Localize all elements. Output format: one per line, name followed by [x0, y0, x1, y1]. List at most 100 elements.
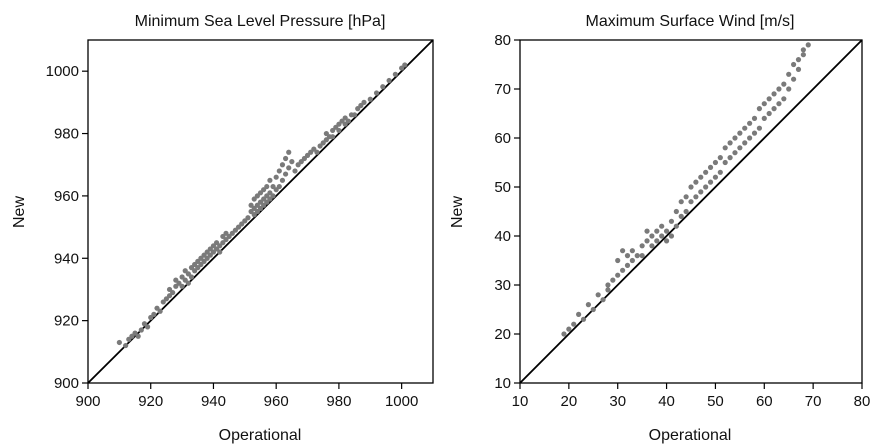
pressure-data-point — [185, 280, 191, 286]
wind-data-point — [688, 184, 694, 190]
wind-data-point — [571, 321, 577, 327]
pressure-x-tick-label: 940 — [201, 393, 226, 410]
wind-data-point — [595, 292, 601, 298]
pressure-data-point — [361, 99, 367, 105]
wind-data-point — [791, 76, 797, 82]
wind-data-point — [747, 135, 753, 141]
pressure-y-tick-label: 900 — [54, 375, 79, 392]
wind-data-point — [566, 326, 572, 332]
wind-y-tick-label: 60 — [494, 130, 511, 147]
pressure-data-point — [276, 168, 282, 174]
pressure-data-point — [292, 168, 298, 174]
wind-data-point — [654, 238, 660, 244]
pressure-data-point — [330, 134, 336, 140]
wind-data-point — [761, 115, 767, 121]
pressure-y-tick-label: 920 — [54, 313, 79, 330]
wind-data-point — [654, 228, 660, 234]
wind-data-point — [800, 52, 806, 58]
wind-one-to-one-line — [519, 39, 863, 384]
pressure-data-point — [279, 177, 286, 183]
pressure-y-tick-label: 980 — [54, 126, 79, 143]
wind-data-point — [747, 120, 753, 126]
wind-data-point — [649, 233, 655, 239]
wind-data-point — [761, 101, 767, 107]
pressure-y-tick-label: 940 — [54, 250, 79, 267]
wind-data-point — [776, 101, 782, 107]
wind-data-point — [703, 169, 709, 175]
wind-data-point — [751, 130, 758, 136]
wind-data-point — [663, 228, 670, 234]
wind-data-point — [644, 238, 650, 244]
pressure-data-point — [270, 193, 276, 199]
wind-data-point — [805, 42, 811, 48]
wind-data-point — [698, 174, 704, 180]
wind-data-point — [576, 311, 582, 317]
wind-y-axis-label: New — [449, 196, 466, 228]
pressure-data-point — [179, 283, 185, 289]
wind-data-point — [673, 208, 679, 215]
wind-data-point — [795, 66, 802, 72]
wind-x-tick-label: 40 — [658, 393, 675, 410]
pressure-x-tick-label: 1000 — [385, 393, 418, 410]
pressure-x-tick-label: 980 — [326, 393, 351, 410]
wind-data-point — [766, 110, 772, 117]
wind-data-point — [663, 238, 670, 244]
wind-data-point — [634, 253, 640, 259]
pressure-data-point — [116, 339, 122, 346]
pressure-data-point — [336, 127, 342, 134]
wind-scatter-panel: Maximum Surface Wind [m/s] Operational N… — [449, 13, 870, 444]
wind-data-point — [678, 213, 684, 219]
wind-data-point — [703, 184, 709, 190]
pressure-data-point — [135, 333, 141, 339]
wind-data-point — [722, 145, 728, 151]
wind-y-tick-label: 40 — [494, 228, 511, 245]
wind-data-point — [727, 140, 733, 146]
wind-data-point — [786, 86, 792, 92]
wind-data-point — [707, 164, 714, 170]
pressure-x-tick-label: 920 — [138, 393, 163, 410]
wind-data-point — [698, 189, 704, 195]
wind-data-point — [639, 243, 645, 249]
wind-data-point — [624, 262, 631, 268]
wind-data-point — [668, 233, 675, 239]
wind-data-point — [620, 248, 626, 254]
wind-data-point — [751, 115, 758, 121]
wind-x-tick-label: 20 — [561, 393, 578, 410]
pressure-y-tick-label: 1000 — [46, 63, 79, 80]
wind-data-point — [659, 233, 665, 239]
pressure-plot-frame — [87, 39, 434, 384]
wind-data-point — [742, 125, 748, 131]
wind-data-point — [732, 150, 738, 156]
pressure-data-point — [151, 311, 157, 317]
wind-data-point — [781, 81, 787, 87]
wind-data-point — [561, 331, 567, 337]
wind-y-tick-label: 80 — [494, 32, 511, 49]
wind-data-point — [673, 223, 679, 229]
wind-data-point — [629, 257, 635, 264]
pressure-data-point — [123, 342, 129, 349]
wind-y-tick-label: 20 — [494, 326, 511, 343]
wind-data-point — [742, 140, 748, 146]
wind-data-point — [771, 106, 777, 112]
wind-data-point — [766, 96, 772, 102]
wind-x-tick-label: 10 — [512, 393, 529, 410]
pressure-data-point — [188, 274, 195, 280]
wind-data-point — [712, 159, 719, 166]
pressure-data-point — [282, 155, 289, 162]
wind-data-point — [615, 257, 621, 264]
pressure-scatter-panel: Minimum Sea Level Pressure [hPa] Operati… — [11, 13, 434, 444]
wind-data-point — [649, 243, 655, 249]
wind-data-point — [629, 248, 635, 254]
wind-y-tick-label: 10 — [494, 375, 511, 392]
wind-data-point — [786, 71, 792, 77]
wind-x-tick-label: 50 — [707, 393, 724, 410]
wind-data-point — [717, 169, 723, 175]
wind-data-point — [688, 199, 694, 205]
wind-x-tick-label: 60 — [756, 393, 773, 410]
pressure-data-point — [273, 174, 279, 180]
pressure-data-point — [289, 159, 295, 165]
pressure-data-point — [144, 324, 151, 330]
wind-data-point — [712, 174, 719, 180]
pressure-chart-title: Minimum Sea Level Pressure [hPa] — [135, 13, 386, 30]
wind-data-point — [732, 135, 738, 141]
